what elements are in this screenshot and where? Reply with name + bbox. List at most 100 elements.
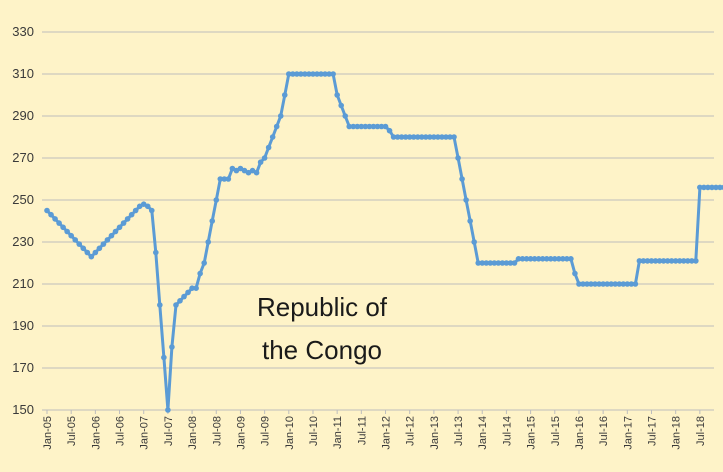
- data-point: [161, 354, 167, 361]
- x-tick-label: Jan-17: [622, 416, 634, 450]
- data-point: [487, 260, 494, 266]
- data-point: [120, 220, 127, 226]
- x-tick-label: Jul-15: [550, 416, 562, 446]
- data-point: [382, 123, 389, 130]
- data-point: [511, 260, 518, 266]
- data-point: [104, 237, 111, 243]
- y-tick-label: 170: [12, 360, 34, 375]
- x-axis-ticks: Jan-05 Jul-05 Jan-06 Jul-06 Jan-07 Jul-07 Jan-…: [42, 410, 707, 450]
- x-tick-label: Jan-08: [187, 416, 199, 450]
- data-point: [447, 134, 453, 140]
- data-point: [467, 218, 473, 224]
- data-point: [503, 260, 510, 266]
- data-point: [60, 224, 66, 231]
- data-point: [697, 184, 703, 191]
- data-point: [547, 255, 554, 262]
- data-point: [358, 123, 365, 130]
- data-point: [322, 71, 328, 77]
- data-point: [531, 255, 538, 262]
- data-point: [672, 258, 679, 264]
- data-point: [543, 255, 550, 262]
- x-tick-label: Jan-12: [381, 416, 393, 450]
- data-point: [427, 134, 433, 140]
- x-tick-label: Jan-09: [235, 416, 247, 450]
- data-point: [124, 216, 131, 222]
- data-point: [568, 255, 574, 262]
- x-tick-label: Jan-18: [671, 416, 683, 450]
- data-point: [632, 281, 639, 287]
- data-point: [451, 134, 457, 140]
- data-point: [80, 245, 87, 252]
- data-point: [439, 134, 445, 140]
- data-point: [491, 260, 498, 266]
- data-point: [414, 134, 421, 140]
- x-tick-label: Jan-15: [526, 416, 538, 450]
- data-point: [294, 71, 300, 77]
- y-tick-label: 310: [12, 66, 34, 81]
- data-point: [680, 258, 687, 264]
- data-point: [334, 92, 340, 98]
- data-point: [390, 134, 397, 140]
- x-tick-label: Jan-14: [477, 416, 489, 450]
- data-point: [189, 285, 195, 292]
- y-axis-ticks: 150 170 190 210 230 250 270 290 310 330: [12, 24, 34, 417]
- x-tick-label: Jul-10: [308, 416, 320, 446]
- data-point: [221, 176, 228, 182]
- data-points: [44, 71, 723, 413]
- data-point: [519, 255, 526, 262]
- x-tick-label: Jul-11: [356, 416, 368, 445]
- data-point: [374, 123, 381, 130]
- data-point: [608, 281, 614, 287]
- data-point: [225, 176, 232, 182]
- data-point: [68, 232, 74, 239]
- data-point: [56, 220, 62, 226]
- data-point: [398, 134, 405, 140]
- y-tick-label: 290: [12, 108, 34, 123]
- x-tick-label: Jul-14: [501, 416, 513, 446]
- x-tick-label: Jan-13: [429, 416, 441, 450]
- data-point: [257, 159, 264, 165]
- data-point: [701, 184, 707, 191]
- data-point: [217, 176, 224, 182]
- data-point: [640, 258, 647, 264]
- data-point: [515, 255, 522, 262]
- data-point: [624, 281, 631, 287]
- data-point: [169, 344, 175, 350]
- data-point: [378, 123, 385, 130]
- chart-annotation-line-2: the Congo: [262, 335, 382, 365]
- data-point: [346, 123, 353, 130]
- data-point: [165, 407, 171, 413]
- data-point: [564, 255, 570, 262]
- data-point: [84, 249, 91, 256]
- x-tick-label: Jul-13: [453, 416, 465, 446]
- x-tick-label: Jan-06: [90, 416, 102, 450]
- data-point: [713, 184, 719, 191]
- data-point: [132, 207, 139, 214]
- data-point: [96, 245, 103, 252]
- x-tick-label: Jan-10: [284, 416, 296, 450]
- data-point: [185, 289, 191, 296]
- x-tick-label: Jan-05: [42, 416, 54, 450]
- data-point: [507, 260, 514, 266]
- data-point: [523, 255, 530, 262]
- data-point: [560, 255, 566, 262]
- data-point: [556, 255, 562, 262]
- data-point: [265, 144, 272, 151]
- data-point: [173, 302, 179, 308]
- data-point: [209, 218, 216, 224]
- data-point: [193, 285, 199, 292]
- data-point: [330, 71, 336, 77]
- data-point: [261, 155, 268, 161]
- data-point: [76, 241, 83, 247]
- data-point: [290, 71, 296, 77]
- data-point: [310, 71, 316, 77]
- data-point: [443, 134, 449, 140]
- data-point: [72, 237, 79, 243]
- data-point: [153, 249, 159, 256]
- data-point: [213, 197, 220, 203]
- data-point: [596, 281, 602, 287]
- data-point: [668, 258, 675, 264]
- data-point: [644, 258, 651, 264]
- data-point: [205, 239, 211, 245]
